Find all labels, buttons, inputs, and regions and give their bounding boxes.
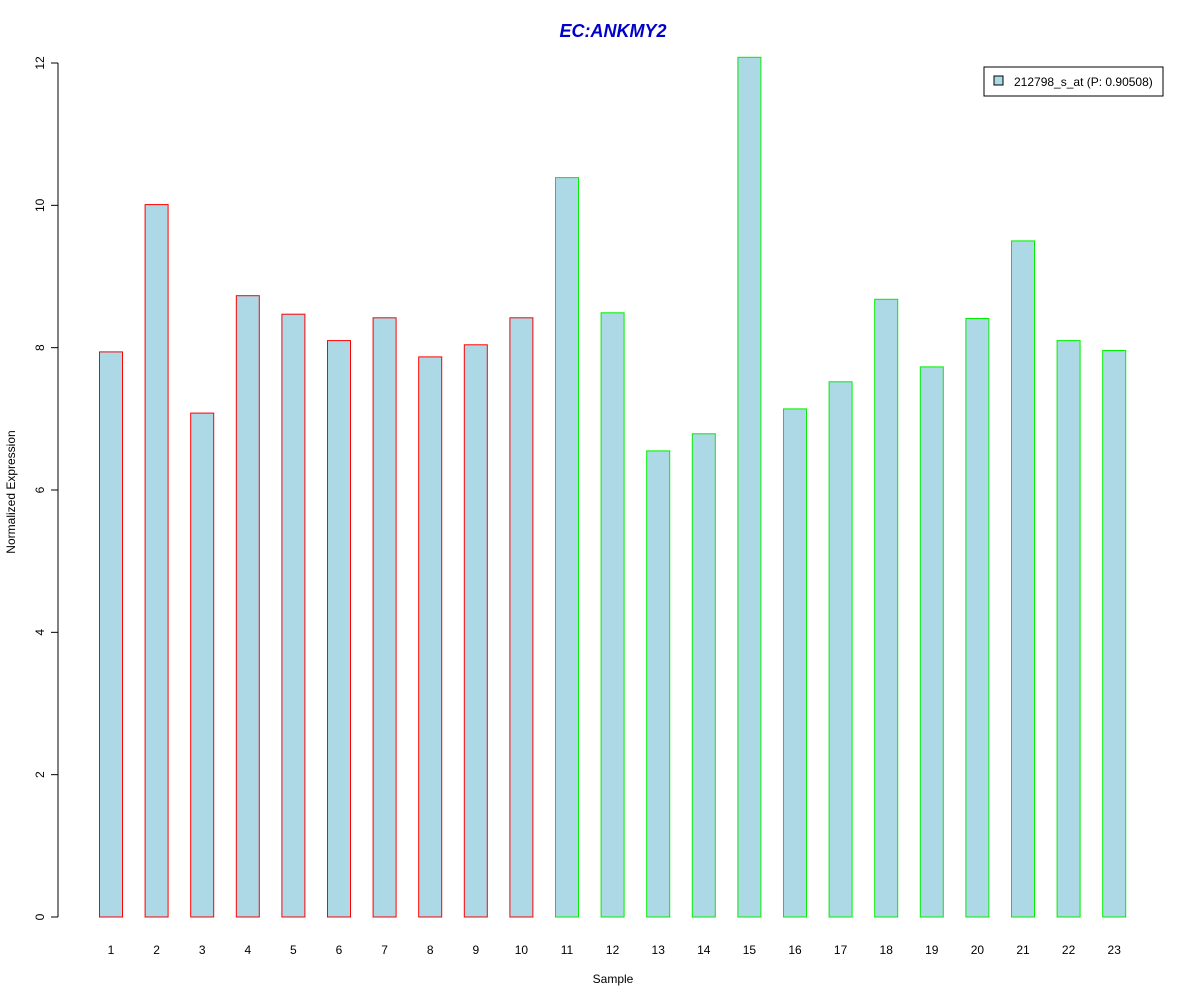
chart-title: EC:ANKMY2 [559, 21, 666, 41]
bar-sample-1 [99, 351, 123, 918]
x-tick-label: 7 [381, 943, 388, 957]
bar-sample-8 [418, 356, 443, 918]
bar-sample-2 [144, 204, 169, 918]
bar-sample-4 [235, 295, 260, 918]
y-tick-label: 12 [33, 56, 47, 70]
y-tick-label: 4 [33, 629, 47, 636]
legend-swatch [993, 75, 1004, 86]
x-tick-label: 6 [336, 943, 343, 957]
y-axis: 0 2 4 6 8 10 12 [33, 56, 59, 920]
legend: 212798_s_at (P: 0.90508) [983, 66, 1164, 97]
x-tick-label: 9 [472, 943, 479, 957]
bar-sample-17 [828, 381, 853, 918]
bar-sample-3 [190, 412, 215, 918]
bar-sample-16 [783, 408, 807, 918]
legend-label: 212798_s_at (P: 0.90508) [1014, 75, 1153, 89]
x-tick-label: 20 [971, 943, 985, 957]
y-tick-label: 0 [33, 913, 47, 920]
bar-sample-18 [874, 298, 899, 918]
x-tick-label: 13 [652, 943, 666, 957]
x-tick-label: 14 [697, 943, 711, 957]
x-tick-label: 18 [880, 943, 894, 957]
x-tick-label: 10 [515, 943, 529, 957]
bar-sample-12 [600, 312, 625, 918]
x-tick-label: 22 [1062, 943, 1076, 957]
x-tick-label: 21 [1016, 943, 1030, 957]
x-tick-label: 4 [244, 943, 251, 957]
x-tick-label: 8 [427, 943, 434, 957]
y-tick-label: 10 [33, 198, 47, 212]
x-tick-label: 19 [925, 943, 939, 957]
bar-sample-21 [1011, 240, 1035, 918]
x-tick-label: 5 [290, 943, 297, 957]
bar-sample-11 [555, 177, 579, 918]
bars-group [99, 56, 1127, 918]
y-tick-label: 6 [33, 486, 47, 493]
x-tick-labels: 1 2 3 4 5 6 7 8 9 10 11 12 13 14 15 16 17 18 19 20 21 22 23 [108, 943, 1122, 957]
x-tick-label: 11 [561, 943, 574, 957]
x-tick-label: 23 [1108, 943, 1122, 957]
bar-sample-23 [1102, 350, 1127, 918]
x-tick-label: 3 [199, 943, 206, 957]
y-tick-label: 2 [33, 771, 47, 778]
bar-sample-10 [509, 317, 534, 918]
bar-sample-19 [919, 366, 944, 918]
y-tick-label: 8 [33, 344, 47, 351]
x-tick-label: 16 [788, 943, 802, 957]
x-tick-label: 17 [834, 943, 848, 957]
legend-box [983, 66, 1164, 97]
x-axis-label: Sample [593, 972, 634, 986]
bar-sample-22 [1056, 340, 1081, 918]
bar-sample-13 [646, 450, 671, 918]
bar-sample-20 [965, 318, 990, 918]
x-tick-label: 1 [108, 943, 115, 957]
bar-sample-14 [691, 433, 716, 918]
bar-sample-6 [327, 340, 351, 918]
x-tick-label: 12 [606, 943, 620, 957]
bar-sample-15 [737, 56, 762, 918]
bar-sample-7 [372, 317, 397, 918]
bar-sample-5 [281, 313, 306, 918]
bar-sample-9 [463, 344, 488, 918]
x-tick-label: 2 [153, 943, 160, 957]
x-tick-label: 15 [743, 943, 757, 957]
y-axis-label: Normalized Expression [4, 430, 18, 553]
